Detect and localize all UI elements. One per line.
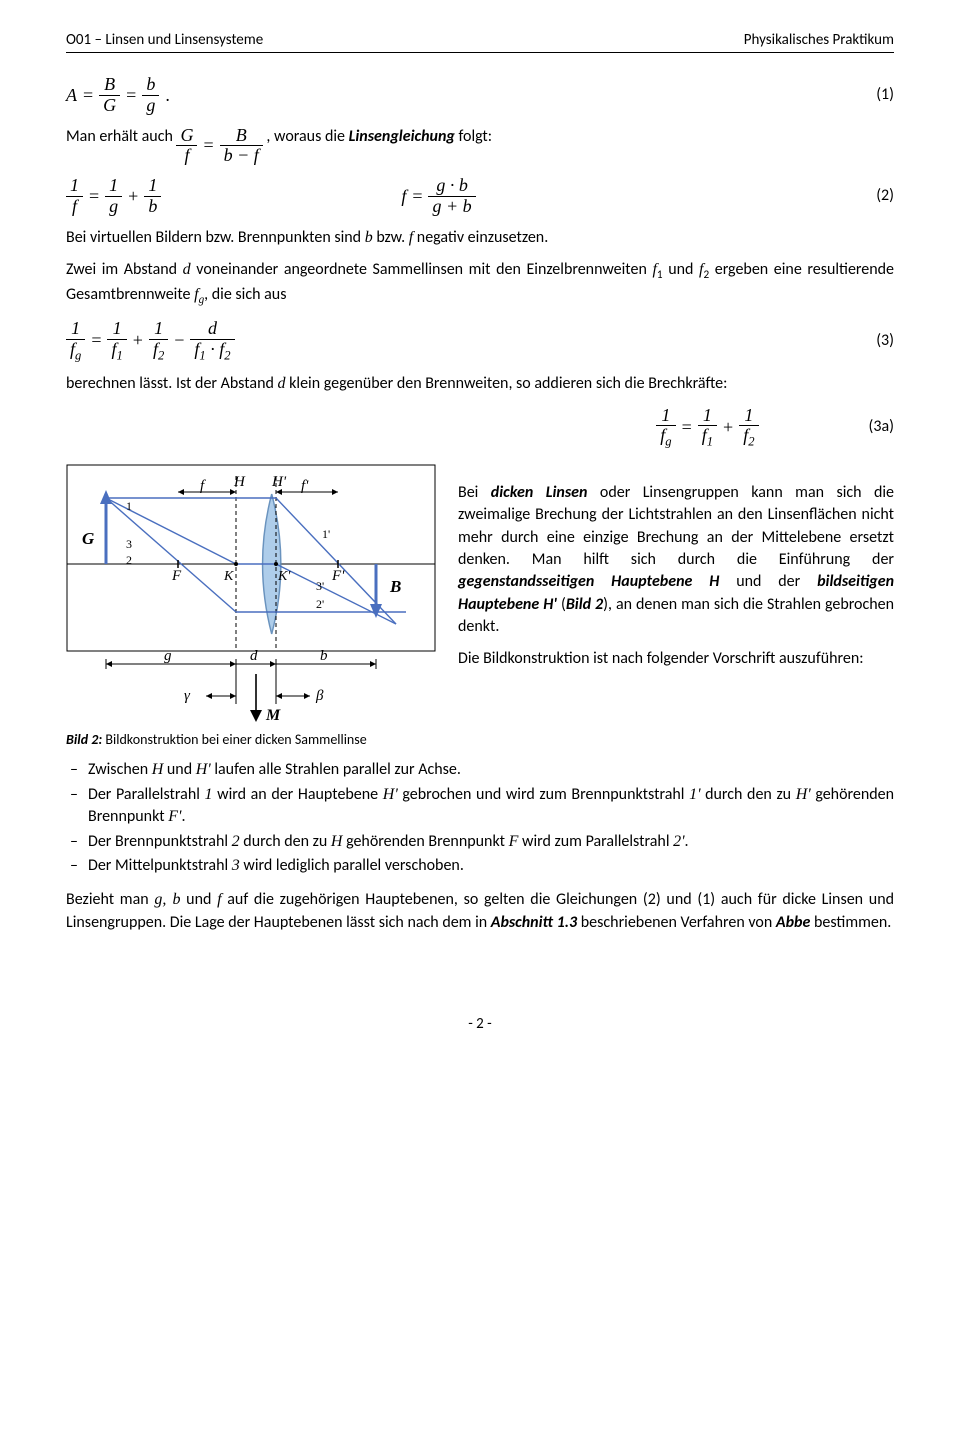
svg-text:2': 2' <box>316 597 324 611</box>
equation-1-line: A = BG = bg . (1) <box>66 75 894 116</box>
equation-1-number: (1) <box>876 84 894 106</box>
equation-3-number: (3) <box>876 330 894 352</box>
svg-text:b: b <box>320 648 328 664</box>
svg-text:H': H' <box>271 474 287 490</box>
svg-text:H: H <box>233 474 246 490</box>
svg-text:K': K' <box>277 569 291 584</box>
equation-2a: 1f = 1g + 1b <box>66 176 161 217</box>
svg-text:3: 3 <box>126 537 132 551</box>
bullet-list: Zwischen H und H' laufen alle Strahlen p… <box>66 759 894 877</box>
svg-text:g: g <box>164 648 172 664</box>
para-bei: Bei virtuellen Bildern bzw. Brennpunkten… <box>66 227 894 249</box>
page-header: O01 – Linsen und Linsensysteme Physikali… <box>66 30 894 53</box>
svg-text:3': 3' <box>316 579 324 593</box>
svg-text:F': F' <box>331 568 345 584</box>
svg-text:d: d <box>250 648 258 664</box>
svg-text:G: G <box>82 529 95 548</box>
equation-2-line: 1f = 1g + 1b f = g · bg + b (2) <box>66 176 894 217</box>
svg-text:B: B <box>389 577 401 596</box>
svg-text:F: F <box>171 568 182 584</box>
para-vorschrift: Die Bildkonstruktion ist nach folgender … <box>458 648 894 670</box>
bullet-4: Der Mittelpunktstrahl 3 wird lediglich p… <box>66 855 894 877</box>
equation-3a-number: (3a) <box>869 416 894 438</box>
bullet-2: Der Parallelstrahl 1 wird an der Haupteb… <box>66 784 894 829</box>
equation-3: 1fg = 1f1 + 1f2 − df1 · f2 <box>66 319 235 363</box>
svg-text:K: K <box>223 569 234 584</box>
para-dicken: Bei dicken Linsen oder Linsengruppen kan… <box>458 482 894 639</box>
equation-3a-line: 1fg = 1f1 + 1f2 (3a) <box>66 406 894 450</box>
figure-column: H H' f f' G B F K K' F' 1 3 2 1' 3' 2' <box>66 464 438 750</box>
equation-2-number: (2) <box>876 185 894 207</box>
bullet-1: Zwischen H und H' laufen alle Strahlen p… <box>66 759 894 781</box>
header-right: Physikalisches Praktikum <box>744 30 894 51</box>
right-text-column: Bei dicken Linsen oder Linsengruppen kan… <box>458 464 894 681</box>
svg-text:2: 2 <box>126 553 132 567</box>
page-footer: - 2 - <box>66 1014 894 1035</box>
bild-2-diagram: H H' f f' G B F K K' F' 1 3 2 1' 3' 2' <box>66 464 436 724</box>
svg-text:M: M <box>265 707 281 724</box>
equation-2b: f = g · bg + b <box>401 176 475 217</box>
para-man: Man erhält auch Gf = Bb − f , woraus die… <box>66 126 894 167</box>
equation-1: A = BG = bg . <box>66 75 170 116</box>
equation-3-line: 1fg = 1f1 + 1f2 − df1 · f2 (3) <box>66 319 894 363</box>
svg-text:β: β <box>315 688 324 704</box>
para-zwei: Zwei im Abstand d voneinander angeordnet… <box>66 259 894 309</box>
svg-text:γ: γ <box>184 688 191 704</box>
para-bezieht: Bezieht man g, b und f auf die zugehörig… <box>66 889 894 934</box>
para-berech: berechnen lässt. Ist der Abstand d klein… <box>66 373 894 395</box>
svg-text:1': 1' <box>322 527 330 541</box>
bullet-3: Der Brennpunktstrahl 2 durch den zu H ge… <box>66 831 894 853</box>
svg-text:1: 1 <box>126 499 132 513</box>
figure-caption: Bild 2: Bildkonstruktion bei einer dicke… <box>66 730 438 750</box>
equation-3a: 1fg = 1f1 + 1f2 <box>656 406 758 450</box>
header-left: O01 – Linsen und Linsensysteme <box>66 30 263 51</box>
figure-row: H H' f f' G B F K K' F' 1 3 2 1' 3' 2' <box>66 464 894 750</box>
